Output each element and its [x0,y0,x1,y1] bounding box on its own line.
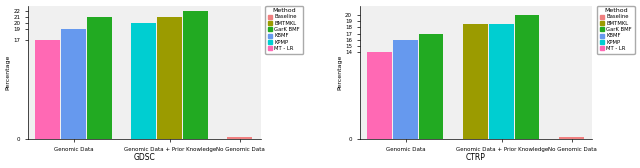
Legend: Baseline, BMTMKL, GarK BMF, KBMF, KPMP, MT - LR: Baseline, BMTMKL, GarK BMF, KBMF, KPMP, … [266,6,303,54]
Y-axis label: Percentage: Percentage [337,55,342,90]
Bar [227,137,252,139]
Bar [419,34,444,139]
Legend: Baseline, BMTMKL, GarK BMF, KBMF, KPMP, MT - LR: Baseline, BMTMKL, GarK BMF, KBMF, KPMP, … [597,6,634,54]
Bar [463,24,488,139]
Bar [489,24,513,139]
Bar [559,137,584,139]
Bar [87,17,111,139]
Bar [515,15,540,139]
X-axis label: GDSC: GDSC [133,153,155,162]
Bar [367,52,392,139]
Y-axis label: Percentage: Percentage [6,55,10,90]
X-axis label: CTRP: CTRP [466,153,486,162]
Bar [61,29,86,139]
Bar [35,40,60,139]
Bar [183,11,207,139]
Bar [131,23,156,139]
Bar [393,40,417,139]
Bar [157,17,182,139]
